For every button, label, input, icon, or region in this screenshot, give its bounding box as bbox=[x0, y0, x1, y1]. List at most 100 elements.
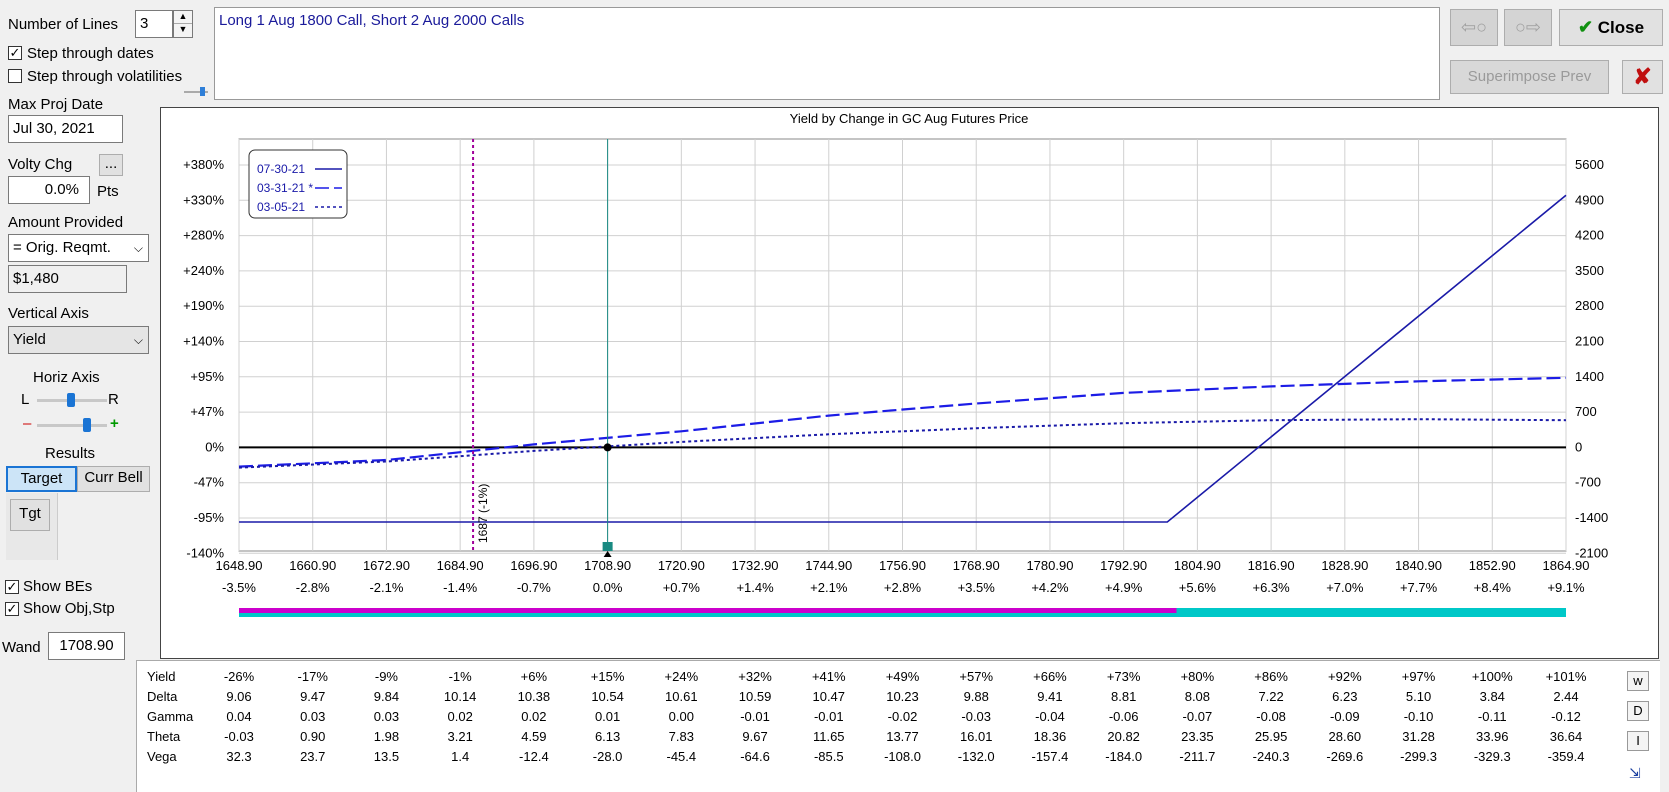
checkmark-icon: ✔ bbox=[1577, 17, 1594, 37]
show-obj-stp-checkbox[interactable]: ✓ bbox=[5, 602, 19, 616]
export-icon[interactable]: ⇲ bbox=[1629, 765, 1641, 781]
x-pct-tick-label: 0.0% bbox=[593, 580, 623, 595]
chart-labels: Yield by Change in GC Aug Futures Price 1… bbox=[183, 111, 1608, 595]
breakeven-label: 1687 (-1%) bbox=[476, 484, 490, 543]
volty-chg-input[interactable]: 0.0% bbox=[8, 176, 90, 204]
amount-provided-select[interactable]: = Orig. Reqmt. ⌵ bbox=[8, 234, 149, 262]
x-pct-tick-label: +4.9% bbox=[1105, 580, 1143, 595]
wand-input[interactable]: 1708.90 bbox=[48, 632, 125, 660]
max-proj-date-input[interactable]: Jul 30, 2021 bbox=[8, 115, 123, 143]
y-left-tick-label: +330% bbox=[183, 192, 224, 207]
y-right-tick-label: 2800 bbox=[1575, 298, 1604, 313]
greeks-cell: +92% bbox=[1328, 669, 1362, 684]
greeks-cell: 8.08 bbox=[1184, 689, 1211, 704]
yield-chart[interactable]: Yield by Change in GC Aug Futures Price 1… bbox=[161, 108, 1658, 658]
step-volatilities-checkbox[interactable] bbox=[8, 69, 22, 83]
x-tick-label: 1864.90 bbox=[1543, 558, 1590, 573]
greeks-cell: -0.11 bbox=[1477, 709, 1507, 724]
series-line-1 bbox=[239, 194, 1567, 523]
vertical-axis-select[interactable]: Yield ⌵ bbox=[8, 326, 149, 354]
greeks-side-button-d[interactable]: D bbox=[1627, 701, 1649, 721]
step-dates-label: Step through dates bbox=[27, 45, 154, 62]
close-button[interactable]: ✔ Close bbox=[1559, 9, 1663, 46]
y-right-tick-label: 700 bbox=[1575, 404, 1597, 419]
wand-pointer bbox=[603, 551, 612, 557]
y-left-tick-label: -47% bbox=[194, 475, 225, 490]
x-pct-tick-label: +8.4% bbox=[1474, 580, 1512, 595]
x-tick-label: 1684.90 bbox=[437, 558, 484, 573]
show-bes-checkbox[interactable]: ✓ bbox=[5, 580, 19, 594]
range-bar-magenta bbox=[239, 608, 1177, 613]
greeks-side-button-i[interactable]: I bbox=[1627, 731, 1649, 751]
number-of-lines-label: Number of Lines bbox=[8, 16, 119, 33]
zoom-in-icon[interactable]: + bbox=[110, 415, 119, 432]
greeks-cell: 6.13 bbox=[594, 729, 621, 744]
x-pct-tick-label: +4.2% bbox=[1031, 580, 1069, 595]
y-right-tick-label: 3500 bbox=[1575, 263, 1604, 278]
x-pct-tick-label: +9.1% bbox=[1547, 580, 1585, 595]
greeks-cell: 20.82 bbox=[1107, 729, 1140, 744]
strategy-description[interactable]: Long 1 Aug 1800 Call, Short 2 Aug 2000 C… bbox=[214, 7, 1440, 100]
chart-series bbox=[238, 194, 1567, 523]
number-of-lines-input[interactable]: 3 bbox=[135, 10, 173, 38]
step-dates-checkbox[interactable]: ✓ bbox=[8, 46, 22, 60]
greeks-table: Yield -26% -17% -9% -1% +6% +15% +24% +32% +41% +4… bbox=[136, 660, 1660, 792]
greeks-cell: 9.06 bbox=[226, 689, 252, 704]
greeks-cell: -299.3 bbox=[1400, 749, 1437, 764]
chart-panel[interactable]: Yield by Change in GC Aug Futures Price 1… bbox=[160, 107, 1659, 659]
x-tick-label: 1744.90 bbox=[805, 558, 852, 573]
x-pct-tick-label: -2.8% bbox=[296, 580, 330, 595]
greeks-cell: 10.47 bbox=[812, 689, 846, 704]
greeks-cell: -0.12 bbox=[1551, 709, 1581, 724]
zoom-out-icon[interactable]: – bbox=[23, 415, 32, 432]
back-button[interactable]: ⇦○ bbox=[1450, 9, 1498, 46]
show-obj-stp-label: Show Obj,Stp bbox=[23, 600, 115, 617]
volty-options-button[interactable]: ... bbox=[99, 154, 123, 176]
greeks-row-gamma: Gamma 0.04 0.03 0.03 0.02 0.02 0.01 0.00 -0.01 -0… bbox=[137, 709, 1607, 729]
greeks-cell: 0.01 bbox=[594, 709, 621, 724]
greeks-cell: -0.07 bbox=[1182, 709, 1213, 724]
zoom-slider[interactable] bbox=[37, 418, 107, 432]
greeks-cell: 0.02 bbox=[447, 709, 473, 724]
spin-up-icon[interactable]: ▲ bbox=[174, 11, 192, 24]
greeks-cell: -0.01 bbox=[740, 709, 770, 724]
greeks-cell: -12.4 bbox=[519, 749, 549, 764]
wand-handle bbox=[602, 542, 613, 551]
greeks-row-label: Delta bbox=[147, 689, 178, 704]
horiz-axis-slider[interactable] bbox=[37, 393, 107, 407]
greeks-cell: 10.54 bbox=[591, 689, 624, 704]
y-right-tick-label: -1400 bbox=[1575, 510, 1608, 525]
greeks-cell: 23.35 bbox=[1181, 729, 1214, 744]
wand-label: Wand bbox=[2, 639, 41, 656]
horiz-axis-label: Horiz Axis bbox=[33, 369, 100, 386]
greeks-cell: 5.10 bbox=[1405, 689, 1432, 704]
x-pct-tick-label: +7.7% bbox=[1400, 580, 1438, 595]
greeks-cell: 33.96 bbox=[1475, 729, 1509, 744]
x-pct-tick-label: +0.7% bbox=[663, 580, 701, 595]
greeks-side-button-w[interactable]: w bbox=[1627, 671, 1649, 691]
greeks-cell: 8.81 bbox=[1111, 689, 1137, 704]
show-bes-label: Show BEs bbox=[23, 578, 93, 595]
x-pct-tick-label: +1.4% bbox=[736, 580, 774, 595]
number-of-lines-spinner[interactable]: ▲ ▼ bbox=[173, 10, 193, 38]
greeks-row-label: Theta bbox=[147, 729, 181, 744]
x-tick-label: 1792.90 bbox=[1100, 558, 1147, 573]
tgt-button[interactable]: Tgt bbox=[10, 499, 50, 531]
delete-button[interactable]: ✘ bbox=[1622, 60, 1663, 94]
legend-label: 07-30-21 bbox=[257, 162, 305, 176]
mini-slider[interactable] bbox=[184, 87, 208, 96]
greeks-cell: 9.88 bbox=[963, 689, 989, 704]
forward-button[interactable]: ○⇨ bbox=[1504, 9, 1552, 46]
y-right-tick-label: 0 bbox=[1575, 439, 1582, 454]
tab-target[interactable]: Target bbox=[6, 466, 77, 492]
y-right-tick-label: 2100 bbox=[1575, 334, 1604, 349]
tab-curr-bell[interactable]: Curr Bell bbox=[77, 466, 150, 492]
superimpose-prev-button[interactable]: Superimpose Prev bbox=[1450, 60, 1609, 94]
greeks-cell: 1.4 bbox=[451, 749, 470, 764]
x-tick-label: 1696.90 bbox=[510, 558, 557, 573]
greeks-cell: -0.01 bbox=[813, 709, 844, 724]
legend-label: 03-05-21 bbox=[257, 200, 305, 214]
chevron-down-icon: ⌵ bbox=[133, 333, 143, 347]
spin-down-icon[interactable]: ▼ bbox=[178, 24, 188, 34]
close-button-label: Close bbox=[1597, 18, 1645, 37]
